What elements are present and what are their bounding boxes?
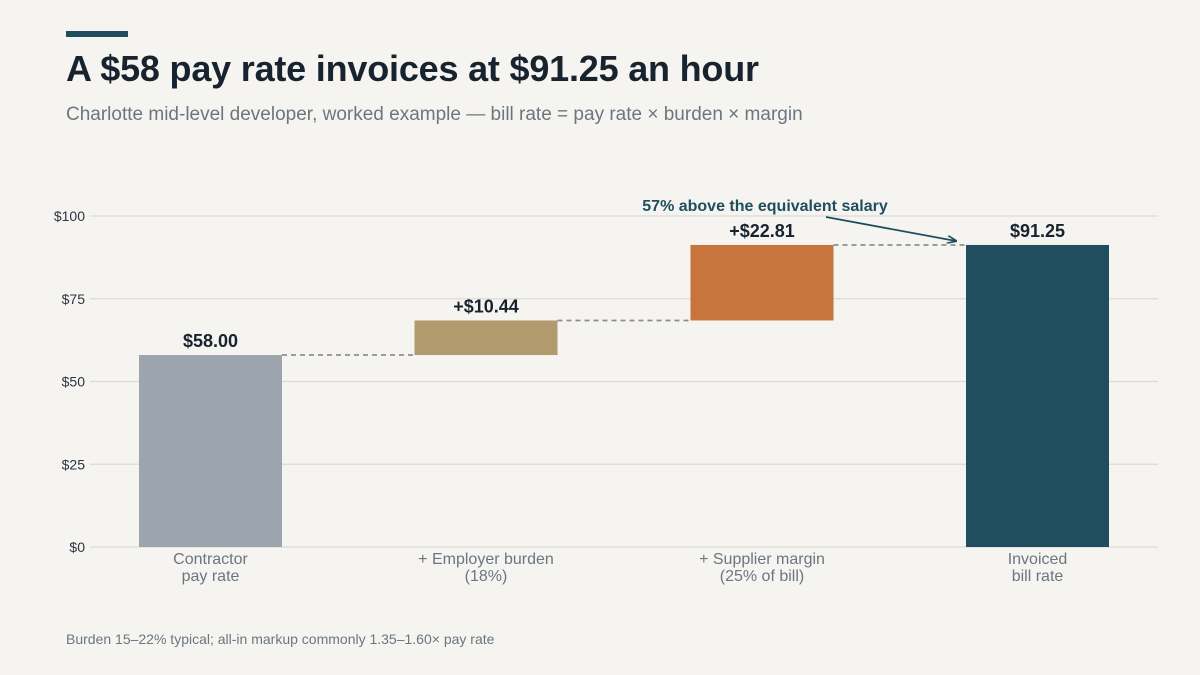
y-axis-ticks: $0 $25 $50 $75 $100: [54, 208, 85, 555]
connector-lines: [282, 244, 966, 356]
bar: [966, 244, 1109, 547]
annotation-arrow: [825, 216, 956, 241]
y-tick-label: $100: [54, 208, 85, 224]
y-tick-label: $75: [62, 291, 86, 307]
y-tick-label: $50: [62, 374, 86, 390]
category-label: Invoiced bill rate: [1008, 551, 1068, 585]
page-subtitle: Charlotte mid-level developer, worked ex…: [66, 104, 803, 125]
footnote: Burden 15–22% typical; all-in markup com…: [66, 631, 495, 647]
value-label: $58.00: [183, 331, 238, 351]
value-label: +$10.44: [453, 296, 519, 316]
value-labels: $58.00 +$10.44 +$22.81 $91.25: [183, 221, 1065, 351]
bar: [414, 320, 558, 356]
page-title: A $58 pay rate invoices at $91.25 an hou…: [66, 48, 759, 89]
category-label: Contractor pay rate: [173, 551, 248, 585]
bar: [139, 355, 282, 547]
value-label: +$22.81: [729, 221, 795, 241]
bars: [139, 244, 1109, 547]
bar: [690, 244, 834, 321]
category-label: + Supplier margin (25% of bill): [699, 551, 825, 585]
annotation-text: 57% above the equivalent salary: [642, 198, 888, 215]
y-tick-label: $25: [62, 456, 86, 472]
title-accent-bar: [66, 31, 128, 37]
annotation: 57% above the equivalent salary: [642, 198, 956, 241]
y-tick-label: $0: [69, 539, 85, 555]
value-label: $91.25: [1010, 221, 1065, 241]
category-label: + Employer burden (18%): [418, 551, 554, 585]
category-labels: Contractor pay rate + Employer burden (18%)…: [173, 551, 1067, 585]
